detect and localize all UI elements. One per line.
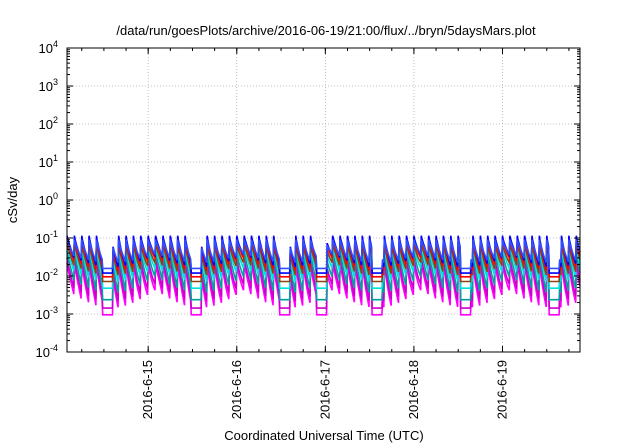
y-tick-label: 10-2 xyxy=(36,267,58,284)
x-tick-label: 2016-6-18 xyxy=(406,360,421,419)
series-line xyxy=(66,242,581,283)
x-tick-label: 2016-6-17 xyxy=(317,360,332,419)
plot-area-frame xyxy=(66,47,581,353)
x-tick-label: 2016-6-15 xyxy=(140,360,155,419)
y-tick-label: 104 xyxy=(39,39,58,56)
series-line xyxy=(66,262,581,316)
y-tick-label: 103 xyxy=(39,77,58,94)
chart-title: /data/run/goesPlots/archive/2016-06-19/2… xyxy=(116,23,536,38)
x-axis-label: Coordinated Universal Time (UTC) xyxy=(224,428,423,443)
y-tick-label: 10-3 xyxy=(36,305,58,322)
series-line xyxy=(66,257,581,309)
series-line xyxy=(66,251,581,301)
x-tick-label: 2016-6-19 xyxy=(494,360,509,419)
grid xyxy=(67,48,580,352)
y-tick-label: 100 xyxy=(39,191,58,208)
y-tick-label: 101 xyxy=(39,153,58,170)
y-tick-label: 10-4 xyxy=(36,343,58,360)
x-tick-label: 2016-6-16 xyxy=(229,360,244,419)
series-line xyxy=(66,237,581,278)
series-line xyxy=(66,246,581,289)
series-layer xyxy=(66,235,581,316)
x-axis: 2016-6-15 2016-6-16 2016-6-17 2016-6-18 2016… xyxy=(81,48,570,419)
y-tick-label: 10-1 xyxy=(36,229,58,246)
y-tick-label: 102 xyxy=(39,115,58,132)
series-line xyxy=(66,239,581,270)
y-axis: 10-4 10-3 10-2 10-1 100 101 102 103 104 xyxy=(36,39,580,360)
y-axis-label: cSv/day xyxy=(5,176,20,223)
